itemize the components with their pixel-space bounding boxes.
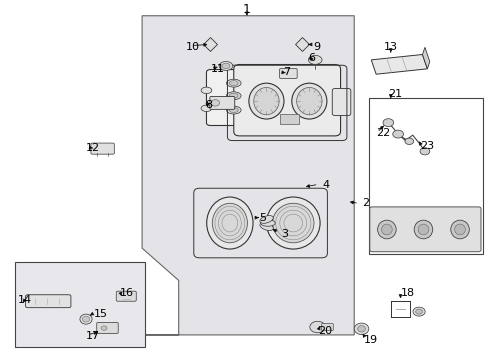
Ellipse shape <box>222 63 229 69</box>
Ellipse shape <box>377 220 395 239</box>
Ellipse shape <box>210 100 219 106</box>
Ellipse shape <box>382 119 393 127</box>
FancyBboxPatch shape <box>206 69 260 126</box>
Text: 7: 7 <box>283 67 290 77</box>
Ellipse shape <box>357 325 365 332</box>
Ellipse shape <box>309 321 325 333</box>
Text: 19: 19 <box>363 334 377 345</box>
Ellipse shape <box>296 87 322 115</box>
Bar <box>368 98 483 253</box>
Text: 10: 10 <box>185 42 200 52</box>
FancyBboxPatch shape <box>369 207 480 252</box>
Ellipse shape <box>259 223 273 230</box>
Ellipse shape <box>201 105 211 112</box>
Ellipse shape <box>404 138 413 144</box>
Ellipse shape <box>353 323 368 334</box>
Ellipse shape <box>201 87 211 94</box>
Text: 5: 5 <box>259 213 265 222</box>
Text: 4: 4 <box>322 180 329 190</box>
Ellipse shape <box>392 130 403 138</box>
FancyBboxPatch shape <box>209 96 234 109</box>
Polygon shape <box>142 16 353 335</box>
Ellipse shape <box>248 83 284 119</box>
Ellipse shape <box>253 87 279 115</box>
Ellipse shape <box>80 314 92 324</box>
Ellipse shape <box>266 197 320 249</box>
Ellipse shape <box>101 326 107 330</box>
Ellipse shape <box>206 197 252 249</box>
FancyBboxPatch shape <box>91 143 114 154</box>
Text: 15: 15 <box>93 310 107 319</box>
FancyBboxPatch shape <box>97 322 118 333</box>
FancyBboxPatch shape <box>25 295 71 308</box>
Point <box>298 41 305 47</box>
FancyBboxPatch shape <box>279 68 297 78</box>
Ellipse shape <box>212 203 247 243</box>
Point <box>206 41 214 47</box>
Text: 11: 11 <box>210 64 224 74</box>
Ellipse shape <box>417 224 428 235</box>
Ellipse shape <box>412 307 424 316</box>
Ellipse shape <box>229 108 238 113</box>
Text: 9: 9 <box>312 42 319 52</box>
Text: 6: 6 <box>307 53 314 63</box>
Text: 1: 1 <box>243 3 250 16</box>
Text: 3: 3 <box>281 229 287 239</box>
Text: 18: 18 <box>400 288 414 298</box>
Ellipse shape <box>82 316 89 322</box>
Text: 13: 13 <box>383 42 397 52</box>
Text: 21: 21 <box>387 89 402 99</box>
FancyBboxPatch shape <box>116 291 136 301</box>
Text: 2: 2 <box>362 198 369 208</box>
Ellipse shape <box>450 220 468 239</box>
Text: 16: 16 <box>120 288 134 298</box>
Bar <box>15 262 144 347</box>
Ellipse shape <box>415 309 422 314</box>
Text: 20: 20 <box>317 325 331 336</box>
FancyBboxPatch shape <box>279 114 299 125</box>
Ellipse shape <box>419 148 429 155</box>
Text: 17: 17 <box>86 331 100 341</box>
Ellipse shape <box>226 79 241 87</box>
FancyBboxPatch shape <box>233 64 340 136</box>
Text: 23: 23 <box>419 141 433 151</box>
FancyBboxPatch shape <box>321 323 332 330</box>
Ellipse shape <box>272 203 313 243</box>
Ellipse shape <box>229 81 238 86</box>
Ellipse shape <box>226 106 241 114</box>
Ellipse shape <box>291 83 326 119</box>
Text: 22: 22 <box>375 129 389 138</box>
Text: 8: 8 <box>205 100 212 110</box>
Text: 14: 14 <box>18 295 32 305</box>
FancyBboxPatch shape <box>331 89 350 116</box>
Ellipse shape <box>454 224 465 235</box>
Ellipse shape <box>226 92 241 100</box>
Text: 12: 12 <box>86 143 100 153</box>
Ellipse shape <box>219 62 232 71</box>
Ellipse shape <box>229 93 238 98</box>
Ellipse shape <box>260 220 275 226</box>
Ellipse shape <box>308 55 322 64</box>
Polygon shape <box>370 54 427 74</box>
Ellipse shape <box>381 224 391 235</box>
Polygon shape <box>422 47 429 69</box>
Ellipse shape <box>259 216 273 223</box>
Ellipse shape <box>413 220 432 239</box>
